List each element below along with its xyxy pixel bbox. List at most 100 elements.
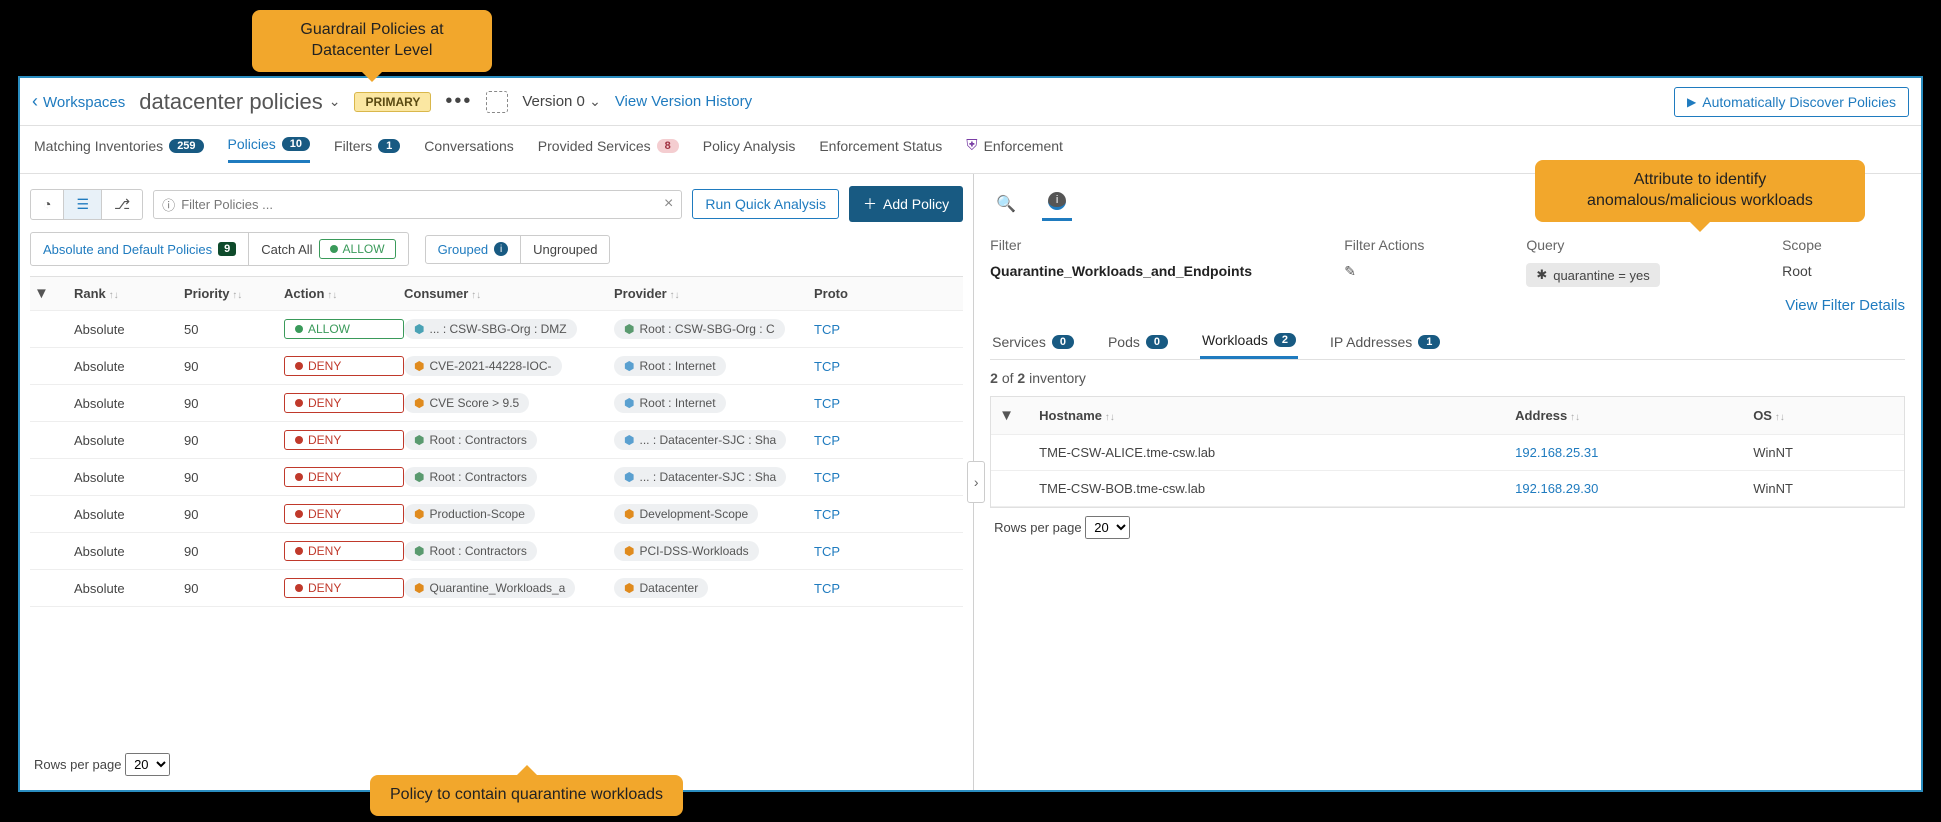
cell-hostname: TME-CSW-BOB.tme-csw.lab <box>1039 481 1515 496</box>
cell-proto: TCP <box>814 322 874 337</box>
col-hostname[interactable]: Hostname <box>1039 408 1515 423</box>
cell-action: DENY <box>284 541 404 561</box>
cell-action: DENY <box>284 578 404 598</box>
cell-provider: ⬢PCI-DSS-Workloads <box>614 541 814 561</box>
view-filter-details-link[interactable]: View Filter Details <box>1785 297 1905 314</box>
col-rank[interactable]: Rank <box>74 286 184 301</box>
rows-per-select[interactable]: 20 <box>125 753 170 776</box>
table-row[interactable]: TME-CSW-ALICE.tme-csw.lab192.168.25.31Wi… <box>991 435 1904 471</box>
grouped-tab[interactable]: Grouped i <box>426 236 522 263</box>
absolute-default-tab[interactable]: Absolute and Default Policies 9 <box>31 233 249 265</box>
catch-all-label: Catch All <box>261 242 312 257</box>
col-address[interactable]: Address <box>1515 408 1753 423</box>
rows-per-select[interactable]: 20 <box>1085 516 1130 539</box>
tab-enforcement[interactable]: ⛨Enforcement <box>966 137 1063 162</box>
table-row[interactable]: Absolute90DENY⬢Root : Contractors⬢... : … <box>30 459 963 496</box>
view-pie-button[interactable]: ◔ <box>31 190 64 219</box>
policy-table-head: ▼ Rank Priority Action Consumer Provider… <box>30 277 963 311</box>
left-toolbar-1: ◔ ☰ ⎇ ⓘ Filter Policies ... × Run Quick … <box>30 186 963 222</box>
selection-tool-button[interactable] <box>486 91 508 113</box>
filter-policies-input[interactable]: ⓘ Filter Policies ... × <box>153 190 682 219</box>
table-row[interactable]: Absolute50ALLOW⬢... : CSW-SBG-Org : DMZ⬢… <box>30 311 963 348</box>
rows-per-label: Rows per page <box>34 757 121 772</box>
subtab-pods[interactable]: Pods0 <box>1106 324 1170 359</box>
subtab-services[interactable]: Services0 <box>990 324 1076 359</box>
view-switch: ◔ ☰ ⎇ <box>30 189 143 220</box>
cell-consumer: ⬢Root : Contractors <box>404 467 614 487</box>
view-version-history-link[interactable]: View Version History <box>615 93 752 110</box>
query-text: quarantine = yes <box>1553 268 1649 283</box>
cell-proto: TCP <box>814 544 874 559</box>
table-row[interactable]: Absolute90DENY⬢Root : Contractors⬢... : … <box>30 422 963 459</box>
edit-filter-icon[interactable]: ✎ <box>1344 263 1356 279</box>
clear-filter-icon[interactable]: × <box>664 195 673 213</box>
catch-all-tab[interactable]: Catch All ALLOW <box>249 233 407 265</box>
header-bar: Workspaces datacenter policies ⌄ PRIMARY… <box>20 78 1921 126</box>
filter-icon[interactable]: ▼ <box>34 285 74 302</box>
status-dot-icon <box>330 245 338 253</box>
cell-action: ALLOW <box>284 319 404 339</box>
tab-label: Matching Inventories <box>34 138 163 154</box>
version-dropdown[interactable]: Version 0 ⌄ <box>522 93 600 110</box>
tab-label: Policy Analysis <box>703 138 796 154</box>
subtab-label: Services <box>992 334 1046 350</box>
table-row[interactable]: TME-CSW-BOB.tme-csw.lab192.168.29.30WinN… <box>991 471 1904 507</box>
left-toolbar-2: Absolute and Default Policies 9 Catch Al… <box>30 232 963 266</box>
cell-action: DENY <box>284 467 404 487</box>
tab-provided-services[interactable]: Provided Services 8 <box>538 138 679 162</box>
view-list-button[interactable]: ☰ <box>64 190 102 219</box>
filter-icon[interactable]: ▼ <box>999 407 1039 424</box>
search-icon[interactable]: 🔍 <box>990 188 1022 220</box>
tab-matching-inventories[interactable]: Matching Inventories259 <box>34 138 204 162</box>
col-priority[interactable]: Priority <box>184 286 284 301</box>
inv-tail: inventory <box>1025 370 1086 386</box>
tab-filters[interactable]: Filters1 <box>334 138 400 162</box>
workspace-title-dropdown[interactable]: datacenter policies ⌄ <box>139 89 340 115</box>
col-proto[interactable]: Proto <box>814 286 874 301</box>
cell-rank: Absolute <box>74 359 184 374</box>
table-row[interactable]: Absolute90DENY⬢CVE-2021-44228-IOC-⬢Root … <box>30 348 963 385</box>
cell-consumer: ⬢... : CSW-SBG-Org : DMZ <box>404 319 614 339</box>
tab-enforcement-status[interactable]: Enforcement Status <box>819 138 942 162</box>
subtab-workloads[interactable]: Workloads2 <box>1200 324 1298 359</box>
table-row[interactable]: Absolute90DENY⬢Quarantine_Workloads_a⬢Da… <box>30 570 963 607</box>
col-os[interactable]: OS <box>1753 408 1896 423</box>
cell-consumer: ⬢Root : Contractors <box>404 541 614 561</box>
run-quick-analysis-button[interactable]: Run Quick Analysis <box>692 189 839 219</box>
col-consumer[interactable]: Consumer <box>404 286 614 301</box>
policy-table: ▼ Rank Priority Action Consumer Provider… <box>30 276 963 745</box>
cell-os: WinNT <box>1753 445 1896 460</box>
query-chip: ✱ quarantine = yes <box>1526 263 1659 287</box>
view-tree-button[interactable]: ⎇ <box>102 190 142 219</box>
table-row[interactable]: Absolute90DENY⬢Root : Contractors⬢PCI-DS… <box>30 533 963 570</box>
tab-policies[interactable]: Policies10 <box>228 136 311 163</box>
callout-top: Guardrail Policies atDatacenter Level <box>252 10 492 72</box>
info-tab[interactable]: i <box>1042 186 1072 221</box>
snowflake-icon: ✱ <box>1536 267 1547 283</box>
cell-consumer: ⬢Quarantine_Workloads_a <box>404 578 614 598</box>
cell-consumer: ⬢CVE Score > 9.5 <box>404 393 614 413</box>
tab-label: Provided Services <box>538 138 651 154</box>
auto-discover-button[interactable]: ▶ Automatically Discover Policies <box>1674 87 1909 117</box>
cell-rank: Absolute <box>74 507 184 522</box>
cell-rank: Absolute <box>74 396 184 411</box>
inv-of: of <box>998 370 1017 386</box>
table-row[interactable]: Absolute90DENY⬢CVE Score > 9.5⬢Root : In… <box>30 385 963 422</box>
tab-policy-analysis[interactable]: Policy Analysis <box>703 138 796 162</box>
subtab-ip-addresses[interactable]: IP Addresses1 <box>1328 324 1442 359</box>
filter-name-value: Quarantine_Workloads_and_Endpoints <box>990 263 1334 287</box>
col-action[interactable]: Action <box>284 286 404 301</box>
rows-per-page-right: Rows per page 20 <box>990 508 1905 547</box>
col-provider[interactable]: Provider <box>614 286 814 301</box>
table-row[interactable]: Absolute90DENY⬢Production-Scope⬢Developm… <box>30 496 963 533</box>
collapse-handle[interactable]: › <box>967 461 985 503</box>
cell-action: DENY <box>284 393 404 413</box>
add-policy-button[interactable]: ＋ Add Policy <box>849 186 963 222</box>
tab-label: Enforcement <box>984 138 1063 154</box>
tab-conversations[interactable]: Conversations <box>424 138 514 162</box>
back-workspaces-link[interactable]: Workspaces <box>32 91 125 112</box>
ungrouped-tab[interactable]: Ungrouped <box>521 236 609 263</box>
cell-rank: Absolute <box>74 581 184 596</box>
more-menu-button[interactable]: ••• <box>445 90 472 113</box>
tab-count-badge: 8 <box>657 139 679 153</box>
